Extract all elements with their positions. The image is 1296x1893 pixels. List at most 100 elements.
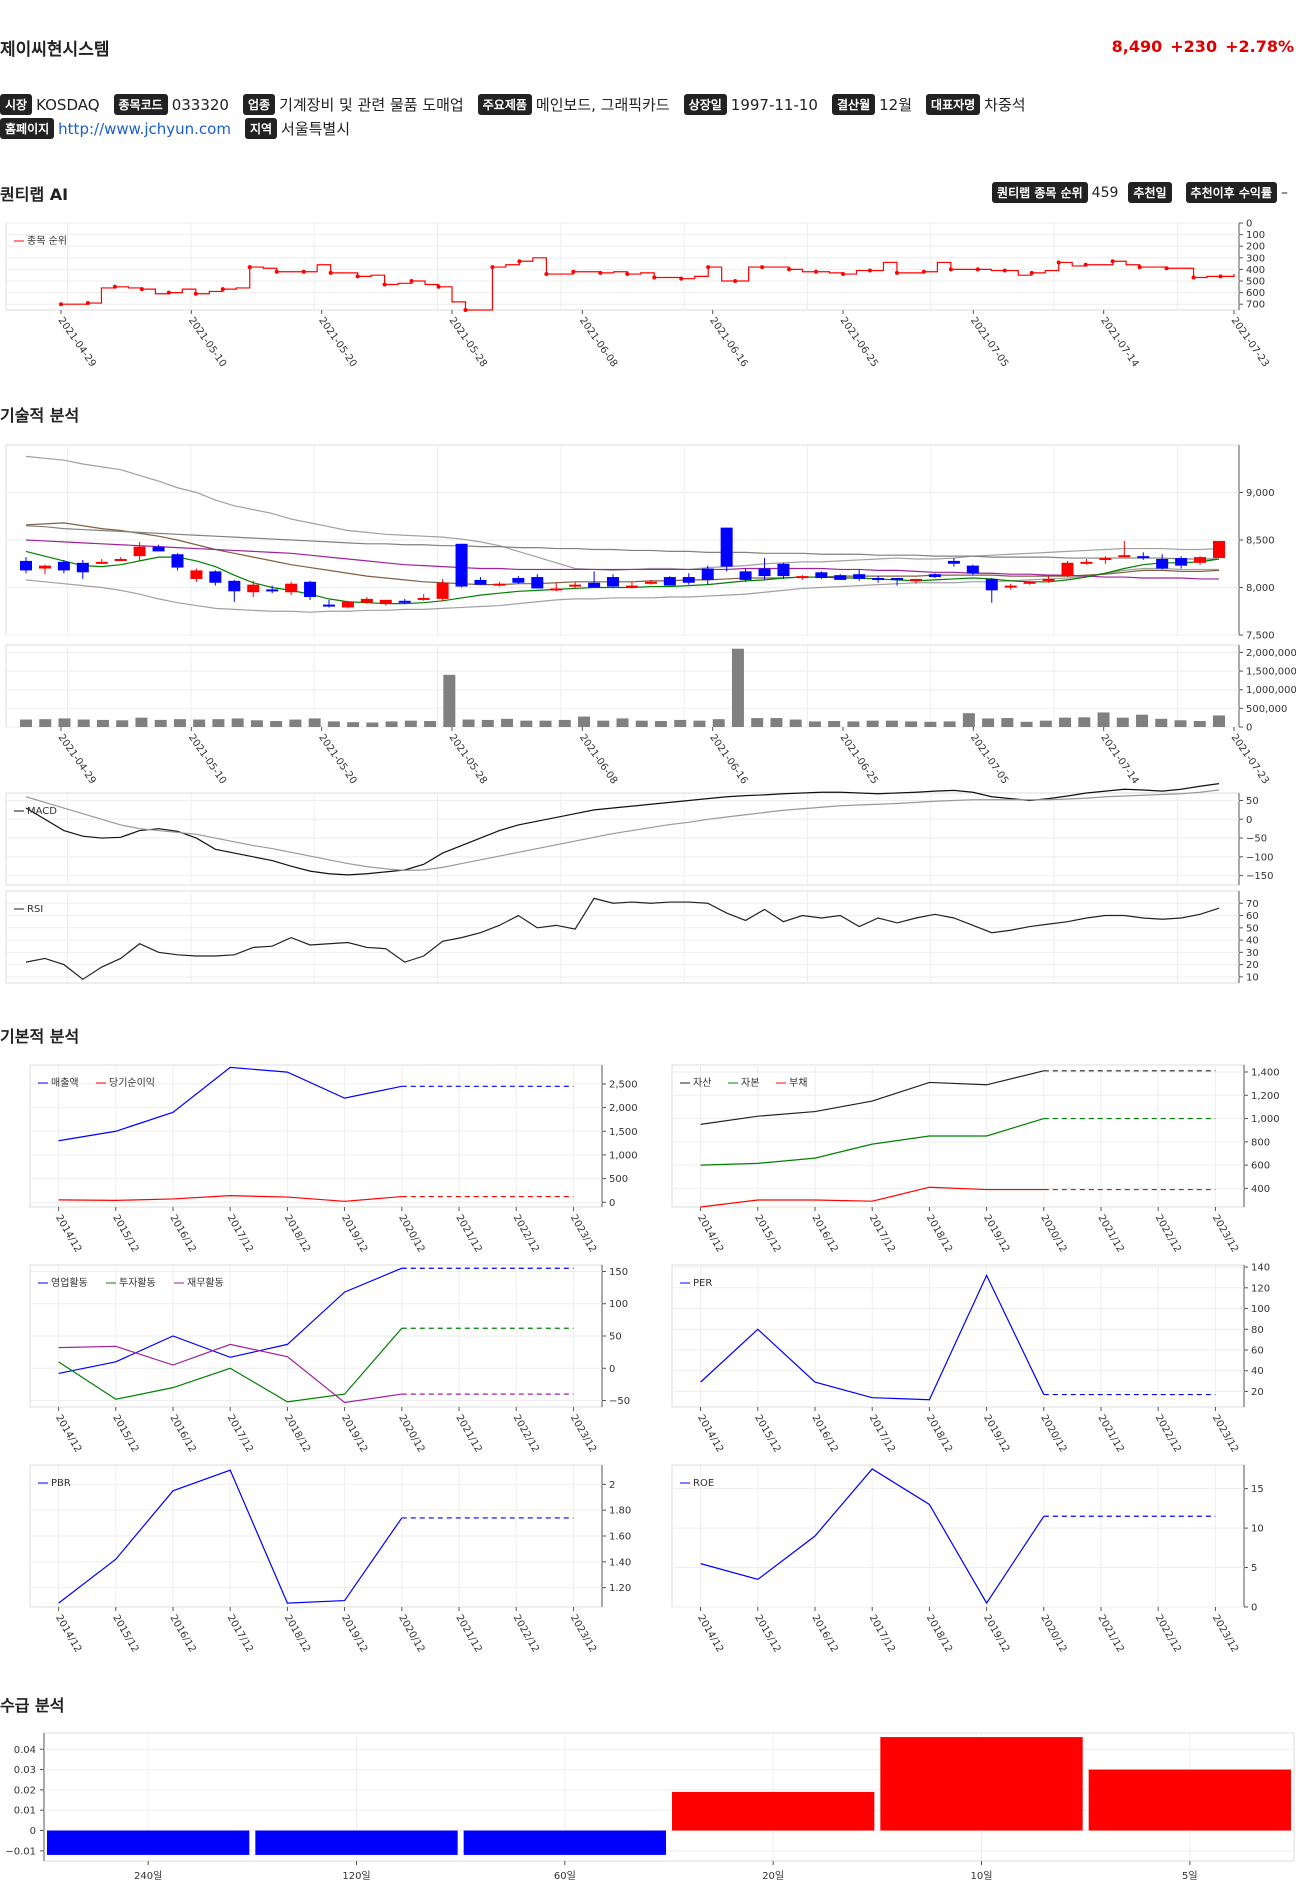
rank-point xyxy=(274,269,279,274)
industry-value: 기계장비 및 관련 물품 도매업 xyxy=(279,96,464,114)
supply-bar xyxy=(463,1830,666,1855)
assets-xtick-label: 2022/12 xyxy=(1153,1213,1183,1254)
pbr-xtick-label: 2019/12 xyxy=(339,1613,369,1654)
rsi-ytick-label: 40 xyxy=(1246,936,1259,947)
assets-ytick-label: 800 xyxy=(1251,1137,1270,1148)
assets-xtick-label: 2021/12 xyxy=(1095,1213,1125,1254)
per-xtick-label: 2021/12 xyxy=(1095,1413,1125,1454)
fiscal-label: 결산월 xyxy=(831,94,876,115)
candle-body xyxy=(1023,581,1036,584)
rank-xtick-label: 2021-07-23 xyxy=(1229,315,1271,369)
candle-body xyxy=(455,543,468,587)
volume-ytick-label: 1,500,000 xyxy=(1246,667,1296,678)
candle-body xyxy=(1175,558,1188,566)
assets-xtick-label: 2017/12 xyxy=(867,1213,897,1254)
legend-label: 자산 xyxy=(693,1077,711,1089)
cashflow-xtick-label: 2015/12 xyxy=(110,1413,140,1454)
region-value: 서울특별시 xyxy=(281,120,351,138)
homepage-link[interactable]: http://www.jchyun.com xyxy=(58,119,231,138)
candle-body xyxy=(1156,559,1169,569)
price-change: +230 xyxy=(1170,37,1218,56)
code-value: 033320 xyxy=(171,95,229,114)
cashflow-xtick-label: 2017/12 xyxy=(225,1413,255,1454)
assets-xtick-label: 2015/12 xyxy=(752,1213,782,1254)
macd-chart: 50 0 −50 −100 −150 MACD xyxy=(5,783,1273,886)
roe-ytick-label: 10 xyxy=(1251,1524,1264,1535)
candle-body xyxy=(436,582,449,599)
rank-label: 퀀티랩 종목 순위 xyxy=(992,182,1088,203)
rank-point xyxy=(490,265,495,270)
revenue-xtick-label: 2014/12 xyxy=(53,1213,83,1254)
volume-xtick-label: 2021-07-14 xyxy=(1098,732,1140,786)
rank-point xyxy=(544,272,549,277)
revenue-ytick-label: 500 xyxy=(609,1174,628,1185)
legend-label: 매출액 xyxy=(51,1077,79,1089)
volume-bar xyxy=(597,720,610,727)
rank-xtick-label: 2021-07-05 xyxy=(968,315,1010,369)
rsi-ytick-label: 30 xyxy=(1246,948,1259,959)
candle-body xyxy=(550,588,563,591)
revenue-xtick-label: 2019/12 xyxy=(339,1213,369,1254)
pbr-xtick-label: 2015/12 xyxy=(110,1613,140,1654)
per-xtick-label: 2018/12 xyxy=(924,1413,954,1454)
rank-xtick-label: 2021-05-20 xyxy=(316,315,358,369)
volume-ytick-label: 2,000,000 xyxy=(1246,648,1296,659)
cashflow-ytick-label: 50 xyxy=(609,1332,622,1343)
revenue-xtick-label: 2020/12 xyxy=(396,1213,426,1254)
rank-point xyxy=(571,269,576,274)
legend-label: ROE xyxy=(693,1478,714,1489)
rank-xtick-label: 2021-04-29 xyxy=(56,315,98,369)
pbr-xtick-label: 2016/12 xyxy=(167,1613,197,1654)
volume-bar xyxy=(828,721,841,727)
volume-bar xyxy=(693,720,706,727)
per-ytick-label: 40 xyxy=(1251,1366,1264,1377)
volume-bar xyxy=(712,719,725,727)
volume-bar xyxy=(635,720,648,727)
macd-line xyxy=(25,789,1220,871)
macd-ytick-label: 0 xyxy=(1246,815,1252,826)
assets-xtick-label: 2018/12 xyxy=(924,1213,954,1254)
candle-body xyxy=(133,546,146,557)
supply-ytick-label: 0.04 xyxy=(14,1745,36,1756)
volume-bar xyxy=(962,713,975,727)
rank-point xyxy=(1110,259,1115,264)
per-xtick-label: 2016/12 xyxy=(809,1413,839,1454)
return-label: 추천이후 수익률 xyxy=(1185,182,1277,203)
volume-bar xyxy=(289,719,302,727)
revenue-line xyxy=(58,1066,402,1142)
legend-label: 영업활동 xyxy=(51,1276,88,1289)
macd-ytick-label: −150 xyxy=(1246,871,1273,882)
candle-body xyxy=(38,565,51,569)
candle-body xyxy=(720,527,733,567)
rank-ytick-label: 0 xyxy=(1246,219,1252,230)
cashflow-xtick-label: 2019/12 xyxy=(339,1413,369,1454)
candle-body xyxy=(872,578,885,580)
candle-body xyxy=(1061,562,1074,577)
pbr-xtick-label: 2017/12 xyxy=(225,1613,255,1654)
rank-point xyxy=(1056,260,1061,265)
rank-point xyxy=(760,265,765,270)
revenue-xtick-label: 2016/12 xyxy=(167,1213,197,1254)
cashflow-line xyxy=(58,1267,403,1375)
macd-ytick-label: 50 xyxy=(1246,796,1259,807)
rank-point xyxy=(625,272,630,277)
volume-bar xyxy=(385,721,398,727)
supply-xtick-label: 60일 xyxy=(554,1870,576,1882)
volume-bar xyxy=(116,720,129,727)
pbr-ytick-label: 1.40 xyxy=(609,1557,631,1568)
revenue-xtick-label: 2018/12 xyxy=(282,1213,312,1254)
volume-bar xyxy=(751,718,764,727)
rank-point xyxy=(166,290,171,295)
rank-point xyxy=(301,269,306,274)
candle-body xyxy=(417,597,430,600)
cashflow-xtick-label: 2018/12 xyxy=(282,1413,312,1454)
rank-point xyxy=(652,275,657,280)
cashflow-xtick-label: 2020/12 xyxy=(396,1413,426,1454)
supply-chart: −0.01 0 0.01 0.02 0.03 0.04 240일 120일 60일 20일 10일 5… xyxy=(5,1732,1295,1882)
assets-ytick-label: 1,000 xyxy=(1251,1114,1280,1125)
legend-label: 종목 순위 xyxy=(27,234,67,247)
volume-bar xyxy=(231,718,244,727)
per-ytick-label: 120 xyxy=(1251,1283,1270,1294)
roe-xtick-label: 2018/12 xyxy=(924,1613,954,1654)
